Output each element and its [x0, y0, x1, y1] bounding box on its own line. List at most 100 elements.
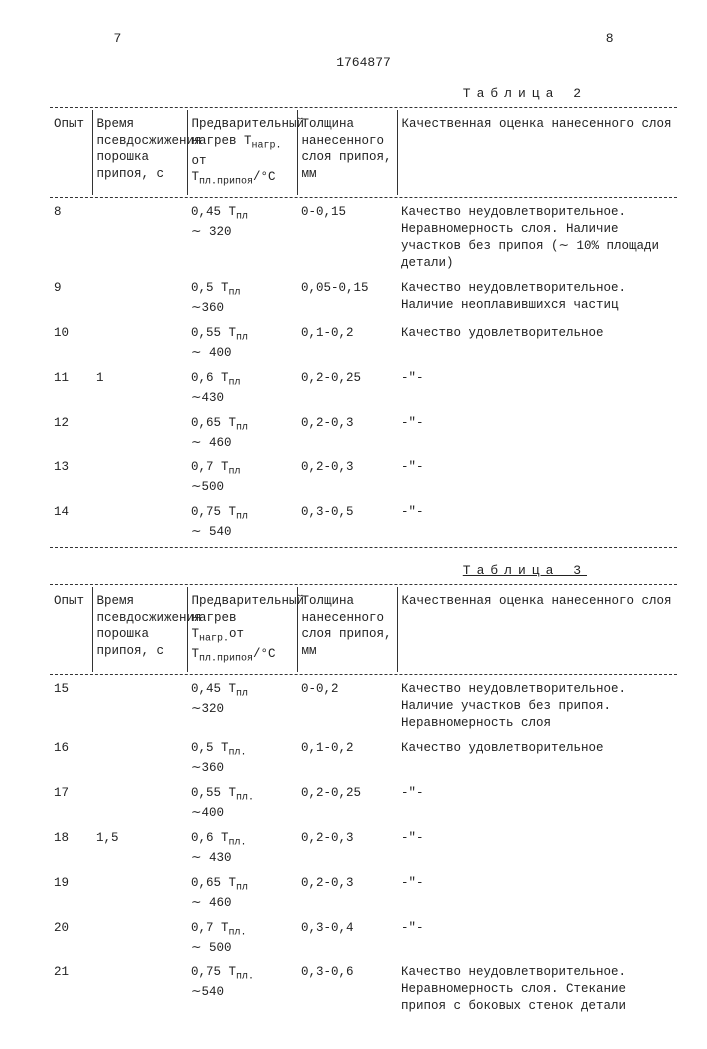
header-experiment: Опыт	[50, 110, 92, 196]
cell-time: 1,5	[92, 826, 187, 871]
cell-quality: -"-	[397, 411, 677, 456]
table-row: 150,45 Тпл∼3200-0,2Качество неудовлетвор…	[50, 677, 677, 736]
cell-thickness: 0,2-0,3	[297, 455, 397, 500]
cell-experiment: 19	[50, 871, 92, 916]
cell-quality: -"-	[397, 916, 677, 961]
cell-preheat: 0,7 Тпл.∼ 500	[187, 916, 297, 961]
table-3-caption: Таблица 3	[50, 562, 677, 580]
cell-preheat: 0,75 Тпл.∼540	[187, 960, 297, 1019]
divider	[50, 107, 677, 108]
patent-number: 1764877	[50, 54, 677, 72]
cell-preheat: 0,5 Тпл.∼360	[187, 736, 297, 781]
table-row: 8 0,45 Тпл∼ 3200-0,15Качество неудовлетво…	[50, 200, 677, 276]
page-number-right: 8	[606, 30, 614, 48]
cell-thickness: 0,2-0,3	[297, 871, 397, 916]
divider	[50, 197, 677, 198]
cell-time	[92, 781, 187, 826]
cell-preheat: 0,45 Тпл∼320	[187, 677, 297, 736]
header-time: Время псевдосжижения порошка припоя, с	[92, 110, 187, 196]
cell-thickness: 0,2-0,25	[297, 366, 397, 411]
cell-time	[92, 455, 187, 500]
cell-time	[92, 321, 187, 366]
cell-experiment: 16	[50, 736, 92, 781]
table-2: Опыт Время псевдосжижения порошка припоя…	[50, 110, 677, 196]
cell-thickness: 0-0,2	[297, 677, 397, 736]
cell-time	[92, 916, 187, 961]
cell-preheat: 0,6 Тпл.∼ 430	[187, 826, 297, 871]
cell-experiment: 8	[50, 200, 92, 276]
cell-time	[92, 677, 187, 736]
cell-experiment: 21	[50, 960, 92, 1019]
table-row: 14 0,75 Тпл∼ 5400,3-0,5-"-	[50, 500, 677, 545]
table-header-row: Опыт Время псевдосжижения порошка припоя…	[50, 110, 677, 196]
header-time: Время псевдосжижения порошка припоя, с	[92, 587, 187, 673]
cell-quality: -"-	[397, 781, 677, 826]
table-row: 181,50,6 Тпл.∼ 4300,2-0,3-"-	[50, 826, 677, 871]
cell-time	[92, 871, 187, 916]
cell-preheat: 0,55 Тпл.∼400	[187, 781, 297, 826]
cell-quality: Качество неудовлетворительное. Неравноме…	[397, 200, 677, 276]
cell-thickness: 0,3-0,5	[297, 500, 397, 545]
cell-preheat: 0,7 Тпл∼500	[187, 455, 297, 500]
divider	[50, 547, 677, 548]
table-row: 20 0,7 Тпл.∼ 5000,3-0,4-"-	[50, 916, 677, 961]
cell-quality: Качество неудовлетворительное. Неравноме…	[397, 960, 677, 1019]
cell-quality: -"-	[397, 500, 677, 545]
cell-quality: Качество удовлетворительное	[397, 321, 677, 366]
cell-quality: Качество неудовлетворительное. Наличие н…	[397, 276, 677, 321]
cell-thickness: 0,2-0,3	[297, 826, 397, 871]
cell-preheat: 0,65 Тпл∼ 460	[187, 871, 297, 916]
table-2-body: 8 0,45 Тпл∼ 3200-0,15Качество неудовлетво…	[50, 200, 677, 545]
table-3: Опыт Время псевдосжижения порошка припоя…	[50, 587, 677, 673]
cell-thickness: 0,2-0,3	[297, 411, 397, 456]
cell-experiment: 15	[50, 677, 92, 736]
table-row: 170,55 Тпл.∼4000,2-0,25-"-	[50, 781, 677, 826]
page-number-row: 7 8	[114, 30, 614, 48]
header-thickness: Толщина нанесенного слоя припоя, мм	[297, 110, 397, 196]
divider	[50, 674, 677, 675]
cell-time	[92, 411, 187, 456]
cell-preheat: 0,65 Тпл∼ 460	[187, 411, 297, 456]
table-row: 10 0,55 Тпл∼ 4000,1-0,2Качество удовлетво…	[50, 321, 677, 366]
cell-time	[92, 200, 187, 276]
cell-preheat: 0,45 Тпл∼ 320	[187, 200, 297, 276]
table-3-body: 15 0,45 Тпл∼3200-0,2 Качество неудовлетвор…	[50, 677, 677, 1019]
cell-preheat: 0,55 Тпл∼ 400	[187, 321, 297, 366]
table-row: 21 0,75 Тпл.∼5400,3-0,6Качество неудовлет…	[50, 960, 677, 1019]
cell-thickness: 0-0,15	[297, 200, 397, 276]
cell-time	[92, 500, 187, 545]
cell-time	[92, 960, 187, 1019]
cell-quality: -"-	[397, 455, 677, 500]
cell-experiment: 20	[50, 916, 92, 961]
header-experiment: Опыт	[50, 587, 92, 673]
cell-experiment: 10	[50, 321, 92, 366]
cell-time: 1	[92, 366, 187, 411]
cell-quality: -"-	[397, 826, 677, 871]
cell-thickness: 0,1-0,2	[297, 321, 397, 366]
cell-preheat: 0,5 Тпл∼360	[187, 276, 297, 321]
cell-experiment: 12	[50, 411, 92, 456]
cell-experiment: 13	[50, 455, 92, 500]
cell-experiment: 14	[50, 500, 92, 545]
cell-thickness: 0,3-0,6	[297, 960, 397, 1019]
cell-thickness: 0,2-0,25	[297, 781, 397, 826]
table-row: 13 0,7 Тпл∼5000,2-0,3-"-	[50, 455, 677, 500]
cell-experiment: 9	[50, 276, 92, 321]
table-row: 9 0,5 Тпл∼3600,05-0,15Качество неудовлетв…	[50, 276, 677, 321]
cell-quality: -"-	[397, 366, 677, 411]
header-preheat: Предварительный нагрев Тнагр. от Тпл.при…	[187, 110, 297, 196]
divider	[50, 584, 677, 585]
table-2-caption: Таблица 2	[50, 85, 677, 103]
cell-experiment: 18	[50, 826, 92, 871]
table-row: 12 0,65 Тпл∼ 4600,2-0,3-"-	[50, 411, 677, 456]
cell-thickness: 0,3-0,4	[297, 916, 397, 961]
header-preheat: Предварительный нагрев Тнагр.от Тпл.прип…	[187, 587, 297, 673]
cell-quality: Качество удовлетворительное	[397, 736, 677, 781]
header-quality: Качественная оценка нанесенного слоя	[397, 110, 677, 196]
table-header-row: Опыт Время псевдосжижения порошка припоя…	[50, 587, 677, 673]
cell-thickness: 0,05-0,15	[297, 276, 397, 321]
cell-preheat: 0,75 Тпл∼ 540	[187, 500, 297, 545]
cell-quality: -"-	[397, 871, 677, 916]
cell-preheat: 0,6 Тпл∼430	[187, 366, 297, 411]
page-number-left: 7	[114, 30, 122, 48]
